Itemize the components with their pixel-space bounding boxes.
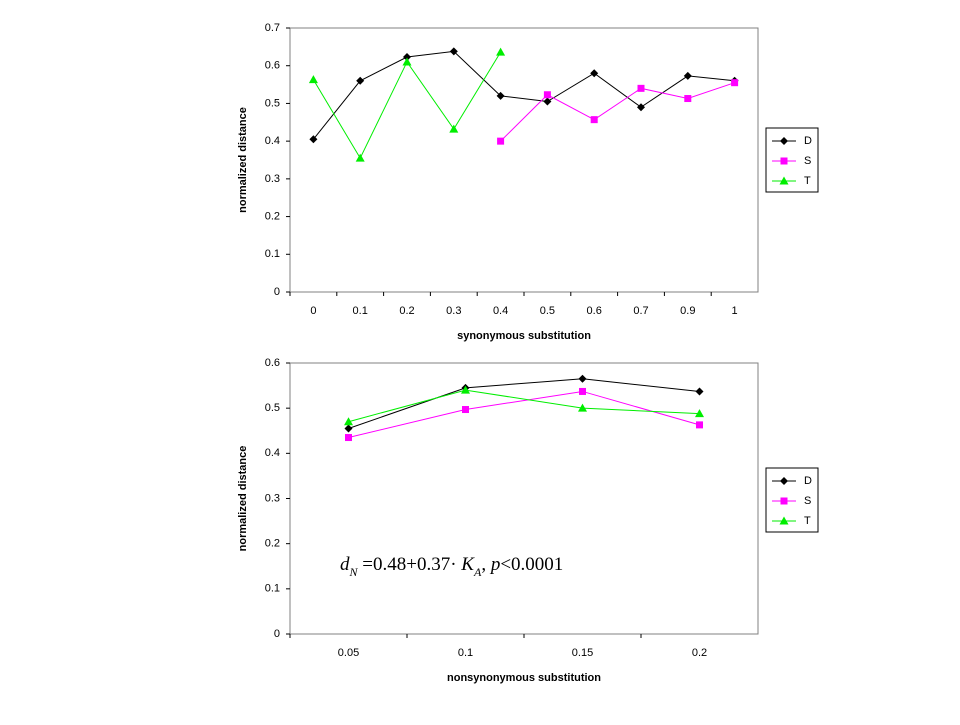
marker-triangle — [779, 176, 789, 185]
marker-diamond — [356, 76, 365, 85]
y-tick-label: 0.2 — [265, 538, 280, 550]
y-tick-label: 0.5 — [265, 97, 280, 109]
marker-square — [780, 497, 788, 505]
marker-triangle — [344, 417, 353, 426]
marker-diamond — [309, 135, 318, 144]
annotation-part: K — [460, 554, 475, 575]
marker-diamond — [780, 137, 788, 145]
x-tick-label: 0.2 — [692, 647, 707, 659]
marker-diamond — [578, 374, 587, 383]
x-tick-label: 0.3 — [446, 305, 461, 317]
y-tick-label: 0.4 — [265, 447, 280, 459]
x-tick-label: 0.15 — [572, 647, 593, 659]
marker-square — [543, 91, 551, 99]
y-tick-label: 0.3 — [265, 492, 280, 504]
marker-diamond — [683, 71, 692, 80]
x-tick-label: 0.9 — [680, 305, 695, 317]
y-tick-label: 0.2 — [265, 210, 280, 222]
series-line — [313, 50, 735, 140]
legend-label: S — [804, 495, 811, 507]
marker-triangle — [402, 57, 412, 66]
marker-diamond — [449, 47, 458, 56]
marker-square — [497, 137, 505, 145]
annotation-part: =0.48+0.37· — [358, 554, 462, 575]
y-tick-label: 0.5 — [265, 402, 280, 414]
marker-square — [780, 157, 788, 165]
marker-square — [579, 387, 586, 395]
x-tick-label: 0.5 — [540, 305, 555, 317]
annotation-part: d — [340, 554, 350, 575]
legend-box — [765, 467, 819, 533]
y-tick-label: 0.7 — [265, 22, 280, 34]
marker-diamond — [590, 69, 599, 78]
series-line — [348, 390, 700, 439]
marker-square — [637, 84, 645, 92]
y-tick-label: 0 — [274, 286, 280, 298]
annotation: dN =0.48+0.37· KA, p<0.0001 — [340, 554, 563, 578]
y-tick-label: 0.1 — [265, 248, 280, 260]
legend-label: S — [804, 155, 811, 167]
x-tick-label: 0.05 — [338, 647, 359, 659]
marker-square — [696, 421, 703, 429]
x-axis-label: nonsynonymous substitution — [447, 672, 601, 684]
annotation-part: , — [481, 554, 491, 575]
marker-triangle — [695, 409, 704, 418]
y-tick-label: 0.4 — [265, 135, 280, 147]
x-axis-label: synonymous substitution — [457, 330, 591, 342]
series-line — [500, 82, 735, 142]
y-tick-label: 0 — [274, 628, 280, 640]
marker-diamond — [780, 477, 788, 485]
x-tick-label: 0.2 — [399, 305, 414, 317]
legend-label: D — [804, 475, 812, 487]
x-tick-label: 0.6 — [587, 305, 602, 317]
annotation-part: N — [349, 565, 359, 579]
x-tick-label: 0.1 — [458, 647, 473, 659]
x-tick-label: 0.1 — [353, 305, 368, 317]
y-tick-label: 0.1 — [265, 583, 280, 595]
y-tick-label: 0.6 — [265, 60, 280, 72]
annotation-part: A — [473, 565, 482, 579]
legend-label: D — [804, 135, 812, 147]
x-tick-label: 0 — [310, 305, 316, 317]
marker-diamond — [637, 103, 645, 112]
x-tick-label: 0.7 — [633, 305, 648, 317]
legend-box — [765, 127, 819, 193]
marker-triangle — [578, 403, 587, 412]
plot-area — [289, 362, 759, 635]
series-line — [312, 51, 502, 160]
marker-square — [684, 95, 692, 103]
marker-square — [731, 79, 739, 87]
y-tick-label: 0.3 — [265, 173, 280, 185]
y-axis-label: normalized distance — [237, 446, 249, 552]
marker-triangle — [449, 124, 459, 133]
marker-triangle — [308, 75, 318, 84]
y-tick-label: 0.6 — [265, 357, 280, 369]
marker-triangle — [461, 385, 470, 394]
marker-diamond — [403, 53, 411, 62]
legend-label: T — [804, 175, 811, 187]
marker-square — [590, 116, 598, 124]
x-tick-label: 0.4 — [493, 305, 508, 317]
marker-diamond — [496, 91, 505, 100]
marker-triangle — [779, 516, 789, 525]
marker-diamond — [543, 97, 552, 106]
series-line — [348, 378, 700, 429]
legend-label: T — [804, 515, 811, 527]
series-line — [348, 389, 700, 423]
y-axis-label: normalized distance — [237, 107, 249, 213]
annotation-part: p — [489, 554, 501, 575]
marker-square — [345, 434, 352, 442]
marker-diamond — [344, 424, 353, 433]
x-tick-label: 1 — [732, 305, 738, 317]
annotation-part: <0.0001 — [500, 554, 563, 575]
marker-diamond — [695, 387, 704, 396]
marker-triangle — [496, 47, 506, 56]
marker-square — [462, 406, 469, 414]
marker-triangle — [355, 153, 365, 162]
